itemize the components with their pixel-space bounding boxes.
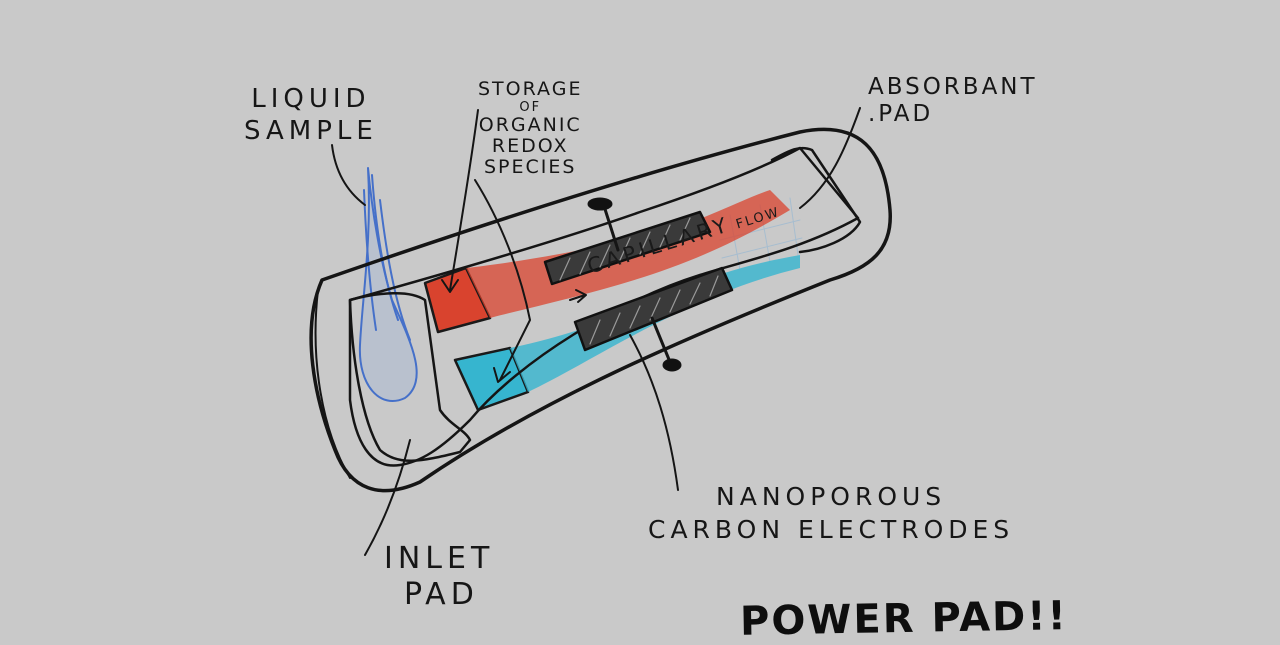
leader-absorbant-pad bbox=[799, 107, 861, 209]
label-nanoporous-carbon-electrodes: NANOPOROUS CARBON ELECTRODES bbox=[648, 482, 1015, 544]
absorbant-pad-shape bbox=[770, 146, 862, 254]
label-absorbant-pad: ABSORBANT .PAD bbox=[868, 74, 1038, 127]
power-pad-title: POWER PAD!! bbox=[739, 593, 1069, 645]
leader-storage-red bbox=[441, 109, 479, 293]
leader-liquid-sample bbox=[331, 144, 366, 206]
lower-electrode bbox=[573, 266, 734, 372]
label-liquid-sample: LIQUID SAMPLE bbox=[244, 84, 378, 146]
capillary-arrow bbox=[569, 289, 587, 303]
channel-outline bbox=[348, 146, 860, 467]
leader-inlet-pad bbox=[364, 439, 411, 556]
device-outline bbox=[309, 127, 892, 493]
upper-electrode bbox=[543, 197, 712, 286]
inlet-pad-shape bbox=[348, 292, 472, 462]
label-inlet-pad: INLET PAD bbox=[384, 541, 495, 612]
leader-storage-cyan bbox=[474, 179, 531, 383]
label-storage-of-organic-redox-species: STORAGE OF ORGANIC REDOX SPECIES bbox=[478, 78, 583, 178]
leader-nanoporous bbox=[629, 334, 679, 491]
